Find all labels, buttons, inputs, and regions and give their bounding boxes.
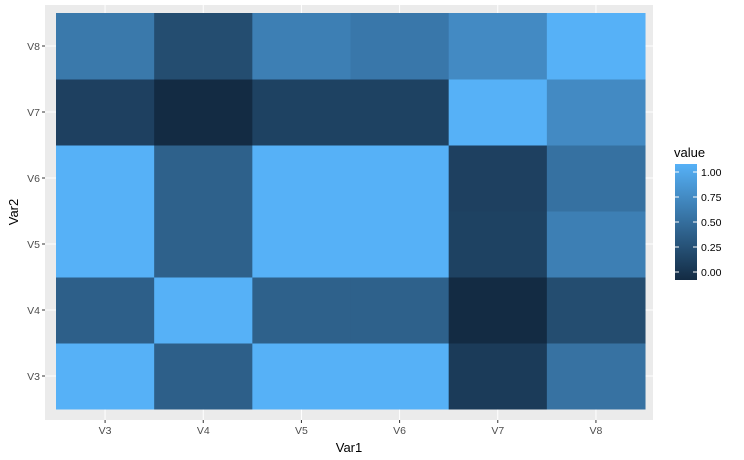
heatmap-tile-V8-V4 (546, 277, 646, 344)
legend-tick-label: 0.25 (701, 242, 722, 254)
heatmap-tile-V6-V5 (350, 211, 450, 278)
heatmap-tile-V4-V3 (154, 343, 253, 410)
heatmap-tile-V6-V3 (350, 343, 450, 410)
heatmap-tiles (56, 13, 646, 410)
y-tick-label: V5 (27, 239, 40, 251)
x-tick-label: V3 (99, 425, 112, 437)
heatmap-tile-V6-V6 (350, 145, 450, 212)
heatmap-tile-V5-V4 (252, 277, 352, 344)
heatmap-tile-V5-V8 (252, 13, 352, 80)
heatmap-tile-V3-V4 (56, 277, 155, 344)
heatmap-tile-V3-V7 (56, 79, 155, 146)
legend-tick-label: 0.75 (701, 192, 722, 204)
heatmap-tile-V3-V8 (56, 13, 155, 80)
legend-tick-label: 1.00 (701, 167, 722, 179)
heatmap-tile-V5-V6 (252, 145, 352, 212)
heatmap-tile-V5-V5 (252, 211, 352, 278)
heatmap-tile-V4-V5 (154, 211, 253, 278)
x-tick-label: V5 (295, 425, 308, 437)
heatmap-tile-V8-V6 (546, 145, 646, 212)
heatmap-tile-V3-V3 (56, 343, 155, 410)
x-tick-label: V8 (590, 425, 603, 437)
heatmap-tile-V5-V7 (252, 79, 352, 146)
heatmap-tile-V6-V4 (350, 277, 450, 344)
x-axis-ticks: V3 V4 V5 V6 V7 V8 (99, 420, 603, 437)
x-axis-title: Var1 (336, 440, 363, 455)
y-tick-label: V7 (27, 107, 40, 119)
heatmap-tile-V8-V7 (546, 79, 646, 146)
x-tick-label: V6 (393, 425, 406, 437)
y-tick-label: V6 (27, 173, 40, 185)
y-tick-label: V4 (27, 305, 40, 317)
heatmap-tile-V7-V7 (448, 79, 548, 146)
legend-ticks: 0.00 0.25 0.50 0.75 1.00 (675, 167, 722, 279)
heatmap-tile-V8-V8 (546, 13, 646, 80)
legend-tick-label: 0.00 (701, 267, 722, 279)
heatmap-tile-V7-V4 (448, 277, 548, 344)
y-axis-title: Var2 (6, 199, 21, 226)
y-axis-ticks: V3 V4 V5 V6 V7 V8 (27, 41, 45, 383)
y-tick-label: V8 (27, 41, 40, 53)
heatmap-tile-V8-V5 (546, 211, 646, 278)
heatmap-tile-V5-V3 (252, 343, 352, 410)
legend-tick-label: 0.50 (701, 217, 722, 229)
heatmap-tile-V3-V6 (56, 145, 155, 212)
heatmap-tile-V6-V7 (350, 79, 450, 146)
legend: value 0.00 0.25 0.50 0.75 1.00 (674, 145, 722, 280)
heatmap-tile-V7-V3 (448, 343, 548, 410)
legend-colorbar (675, 164, 697, 280)
heatmap-tile-V7-V6 (448, 145, 548, 212)
heatmap-tile-V4-V7 (154, 79, 253, 146)
y-tick-label: V3 (27, 371, 40, 383)
legend-title: value (674, 145, 705, 160)
heatmap-tile-V4-V4 (154, 277, 253, 344)
heatmap-tile-V7-V5 (448, 211, 548, 278)
heatmap-tile-V8-V3 (546, 343, 646, 410)
heatmap-tile-V4-V6 (154, 145, 253, 212)
x-tick-label: V7 (491, 425, 504, 437)
heatmap-tile-V3-V5 (56, 211, 155, 278)
x-tick-label: V4 (197, 425, 210, 437)
heatmap-tile-V6-V8 (350, 13, 450, 80)
heatmap-tile-V7-V8 (448, 13, 548, 80)
heatmap-tile-V4-V8 (154, 13, 253, 80)
